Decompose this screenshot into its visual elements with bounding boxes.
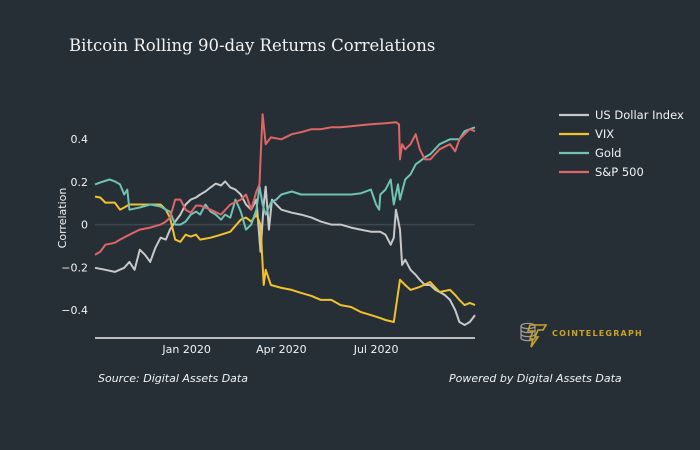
legend-label: Gold [595,146,621,160]
y-tick-label: −0.2 [61,261,88,274]
cointelegraph-logo: COINTELEGRAPH [520,322,643,348]
powered-by-note: Powered by Digital Assets Data [449,372,622,385]
y-tick-label: 0 [81,219,88,232]
x-tick-label: Apr 2020 [256,343,307,356]
legend-item[interactable]: S&P 500 [559,165,644,179]
source-note: Source: Digital Assets Data [98,372,248,385]
legend-item[interactable]: Gold [559,146,621,160]
series-line-us-dollar-index [94,180,476,326]
series-group [94,113,476,326]
x-axis: Jan 2020 Apr 2020 Jul 2020 [95,337,475,356]
legend-label: US Dollar Index [595,108,684,122]
legend-label: S&P 500 [595,165,644,179]
legend[interactable]: US Dollar Index VIX Gold S&P 500 [559,108,684,179]
lightning-t-icon [526,324,548,348]
series-line-vix [94,195,476,323]
legend-item[interactable]: US Dollar Index [559,108,684,122]
y-axis-label: Correlation [56,188,69,249]
y-tick-label: −0.4 [61,304,88,317]
logo-text: COINTELEGRAPH [552,329,643,338]
y-tick-label: 0.2 [71,176,89,189]
legend-item[interactable]: VIX [559,127,614,141]
series-line-gold [94,126,476,231]
series-line-s-p-500 [94,113,476,256]
x-tick-label: Jul 2020 [353,343,399,356]
chart-title: Bitcoin Rolling 90-day Returns Correlati… [69,36,435,55]
x-tick-label: Jan 2020 [161,343,210,356]
y-tick-label: 0.4 [71,133,89,146]
legend-label: VIX [595,127,614,141]
